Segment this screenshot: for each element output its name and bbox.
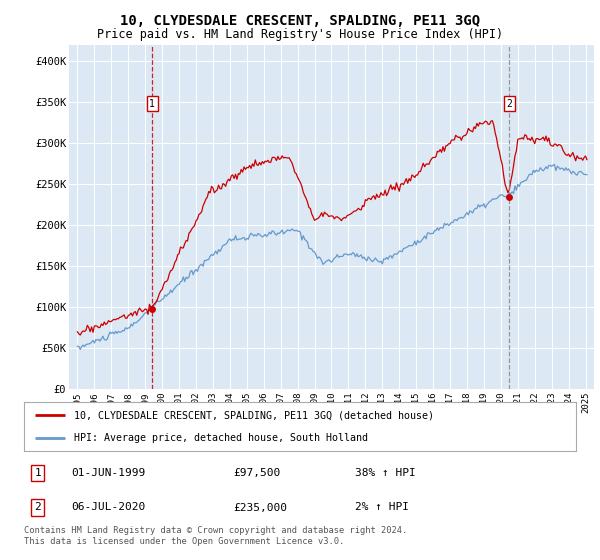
Text: 10, CLYDESDALE CRESCENT, SPALDING, PE11 3GQ: 10, CLYDESDALE CRESCENT, SPALDING, PE11 … [120,14,480,28]
Text: 2: 2 [34,502,41,512]
Text: 06-JUL-2020: 06-JUL-2020 [71,502,145,512]
Text: HPI: Average price, detached house, South Holland: HPI: Average price, detached house, Sout… [74,433,368,444]
Text: 1: 1 [34,468,41,478]
Text: 2% ↑ HPI: 2% ↑ HPI [355,502,409,512]
Text: £97,500: £97,500 [234,468,281,478]
Text: £235,000: £235,000 [234,502,288,512]
Text: 10, CLYDESDALE CRESCENT, SPALDING, PE11 3GQ (detached house): 10, CLYDESDALE CRESCENT, SPALDING, PE11 … [74,410,434,421]
Text: Price paid vs. HM Land Registry's House Price Index (HPI): Price paid vs. HM Land Registry's House … [97,28,503,41]
Text: 38% ↑ HPI: 38% ↑ HPI [355,468,416,478]
Text: 2: 2 [506,99,512,109]
Text: 01-JUN-1999: 01-JUN-1999 [71,468,145,478]
Text: 1: 1 [149,99,155,109]
Text: Contains HM Land Registry data © Crown copyright and database right 2024.
This d: Contains HM Land Registry data © Crown c… [24,526,407,546]
